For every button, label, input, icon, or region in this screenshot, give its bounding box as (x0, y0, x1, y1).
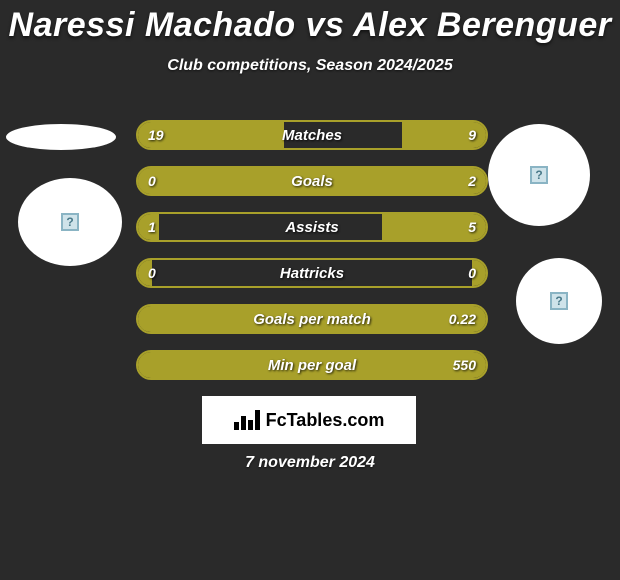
stat-value-right: 5 (468, 214, 476, 240)
stat-value-right: 0 (468, 260, 476, 286)
placeholder-icon: ? (530, 166, 548, 184)
vs-text: vs (306, 6, 345, 44)
placeholder-icon: ? (61, 213, 79, 231)
stat-value-right: 9 (468, 122, 476, 148)
stat-row: Goals per match0.22 (136, 304, 488, 334)
player2-avatar-top: ? (488, 124, 590, 226)
stat-row: Min per goal550 (136, 350, 488, 380)
stat-row: 19Matches9 (136, 120, 488, 150)
stats-bars: 19Matches90Goals21Assists50Hattricks0Goa… (136, 120, 488, 396)
stat-row: 0Goals2 (136, 166, 488, 196)
subtitle: Club competitions, Season 2024/2025 (0, 57, 620, 75)
stat-row: 0Hattricks0 (136, 258, 488, 288)
stat-value-right: 550 (453, 352, 476, 378)
player2-avatar-bottom: ? (516, 258, 602, 344)
stat-value-right: 2 (468, 168, 476, 194)
stat-value-right: 0.22 (449, 306, 476, 332)
stat-row: 1Assists5 (136, 212, 488, 242)
page-title: Naressi Machado vs Alex Berenguer (0, 0, 620, 45)
decorative-ellipse (6, 124, 116, 150)
stat-label: Hattricks (138, 260, 486, 286)
stat-label: Assists (138, 214, 486, 240)
player1-avatar: ? (18, 178, 122, 266)
chart-icon (234, 410, 260, 430)
player1-name: Naressi Machado (9, 6, 296, 44)
branding-badge: FcTables.com (202, 396, 416, 444)
footer-date: 7 november 2024 (0, 454, 620, 472)
player2-name: Alex Berenguer (353, 6, 611, 44)
stat-label: Goals (138, 168, 486, 194)
branding-text: FcTables.com (266, 410, 385, 431)
placeholder-icon: ? (550, 292, 568, 310)
stat-label: Matches (138, 122, 486, 148)
stat-label: Min per goal (138, 352, 486, 378)
stat-label: Goals per match (138, 306, 486, 332)
